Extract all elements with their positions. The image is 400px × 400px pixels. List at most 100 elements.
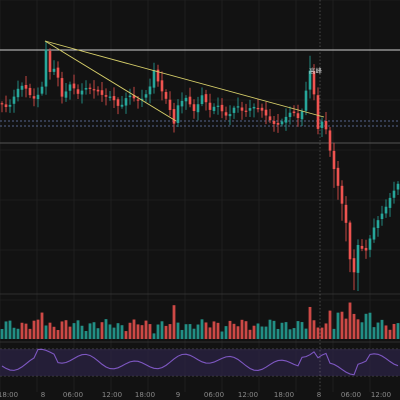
candle-body[interactable]: [180, 100, 184, 107]
volume-bar[interactable]: [368, 312, 372, 339]
candle-body[interactable]: [296, 113, 300, 119]
candle-body[interactable]: [292, 111, 296, 114]
candle-body[interactable]: [360, 245, 364, 249]
volume-bar[interactable]: [136, 324, 140, 339]
volume-bar[interactable]: [244, 321, 248, 339]
candle-body[interactable]: [220, 104, 224, 112]
volume-bar[interactable]: [36, 319, 40, 339]
candle-body[interactable]: [60, 78, 64, 97]
trend-lines[interactable]: [44, 40, 325, 122]
candle-body[interactable]: [8, 104, 12, 107]
candle-body[interactable]: [176, 105, 180, 123]
volume-bar[interactable]: [308, 306, 312, 339]
volume-bar[interactable]: [16, 328, 20, 339]
candle-body[interactable]: [324, 121, 328, 130]
candle-body[interactable]: [140, 98, 144, 101]
volume-bar[interactable]: [60, 321, 64, 339]
candle-body[interactable]: [120, 104, 124, 107]
candle-body[interactable]: [80, 90, 84, 95]
volume-bar[interactable]: [44, 325, 48, 339]
candle-body[interactable]: [300, 111, 304, 120]
candle-body[interactable]: [272, 120, 276, 124]
volume-bar[interactable]: [276, 328, 280, 339]
candle-body[interactable]: [376, 220, 380, 229]
volume-bar[interactable]: [120, 325, 124, 339]
volume-bar[interactable]: [148, 324, 152, 339]
volume-bar[interactable]: [328, 310, 332, 339]
volume-bar[interactable]: [156, 324, 160, 339]
candle-body[interactable]: [260, 107, 264, 111]
candle-body[interactable]: [44, 49, 48, 87]
candle-body[interactable]: [164, 92, 168, 99]
candle-body[interactable]: [200, 95, 204, 105]
candle-body[interactable]: [24, 84, 28, 89]
volume-bar[interactable]: [264, 326, 268, 339]
volume-bar[interactable]: [216, 322, 220, 339]
candle-body[interactable]: [384, 206, 388, 214]
volume-bar[interactable]: [240, 319, 244, 339]
volume-bar[interactable]: [176, 322, 180, 339]
volume-bar[interactable]: [140, 325, 144, 339]
volume-bar[interactable]: [48, 322, 52, 339]
candle-body[interactable]: [76, 89, 80, 94]
candle-body[interactable]: [328, 130, 332, 151]
volume-bar[interactable]: [348, 302, 352, 339]
candle-body[interactable]: [336, 167, 340, 186]
volume-bar[interactable]: [332, 328, 336, 339]
candle-body[interactable]: [268, 116, 272, 121]
candle-body[interactable]: [88, 87, 92, 89]
candle-body[interactable]: [388, 197, 392, 208]
candle-body[interactable]: [340, 185, 344, 204]
volume-bar[interactable]: [212, 321, 216, 339]
volume-bar[interactable]: [184, 324, 188, 339]
volume-bar[interactable]: [380, 319, 384, 339]
candle-body[interactable]: [72, 83, 76, 89]
candle-body[interactable]: [52, 68, 56, 72]
volume-bar[interactable]: [256, 323, 260, 339]
volume-bar[interactable]: [396, 323, 400, 339]
candle-body[interactable]: [372, 227, 376, 240]
candle-body[interactable]: [240, 107, 244, 111]
volume-bar[interactable]: [252, 325, 256, 339]
candle-body[interactable]: [132, 95, 136, 99]
candle-body[interactable]: [68, 84, 72, 91]
candle-body[interactable]: [320, 121, 324, 128]
volume-bar[interactable]: [12, 327, 16, 339]
candle-body[interactable]: [288, 112, 292, 118]
volume-bar[interactable]: [40, 312, 44, 339]
volume-bar[interactable]: [228, 320, 232, 339]
volume-bar[interactable]: [336, 312, 340, 339]
volume-bar[interactable]: [0, 329, 4, 339]
volume-bar[interactable]: [132, 319, 136, 339]
volume-bar[interactable]: [112, 327, 116, 339]
volume-bar[interactable]: [152, 333, 156, 339]
candle-body[interactable]: [396, 183, 400, 190]
volume-bar[interactable]: [340, 311, 344, 339]
candle-body[interactable]: [212, 106, 216, 111]
candle-body[interactable]: [256, 108, 260, 110]
candle-body[interactable]: [184, 97, 188, 102]
volume-bar[interactable]: [304, 328, 308, 339]
volume-bar[interactable]: [96, 328, 100, 339]
candle-body[interactable]: [12, 96, 16, 104]
volume-bar[interactable]: [364, 313, 368, 339]
candle-body[interactable]: [168, 99, 172, 110]
candle-body[interactable]: [196, 104, 200, 113]
candle-body[interactable]: [148, 86, 152, 95]
candle-body[interactable]: [252, 106, 256, 109]
candle-body[interactable]: [112, 96, 116, 101]
upper-trendline[interactable]: [44, 40, 325, 118]
volume-bar[interactable]: [232, 323, 236, 339]
candle-body[interactable]: [380, 213, 384, 220]
candle-body[interactable]: [20, 85, 24, 90]
volume-bar[interactable]: [124, 331, 128, 339]
candle-body[interactable]: [4, 104, 8, 108]
volume-bar[interactable]: [288, 329, 292, 339]
volume-bar[interactable]: [116, 323, 120, 339]
lower-trendline[interactable]: [44, 40, 177, 122]
candle-body[interactable]: [192, 104, 196, 112]
volume-bar[interactable]: [8, 320, 12, 339]
candle-body[interactable]: [64, 91, 68, 98]
candle-body[interactable]: [128, 95, 132, 98]
